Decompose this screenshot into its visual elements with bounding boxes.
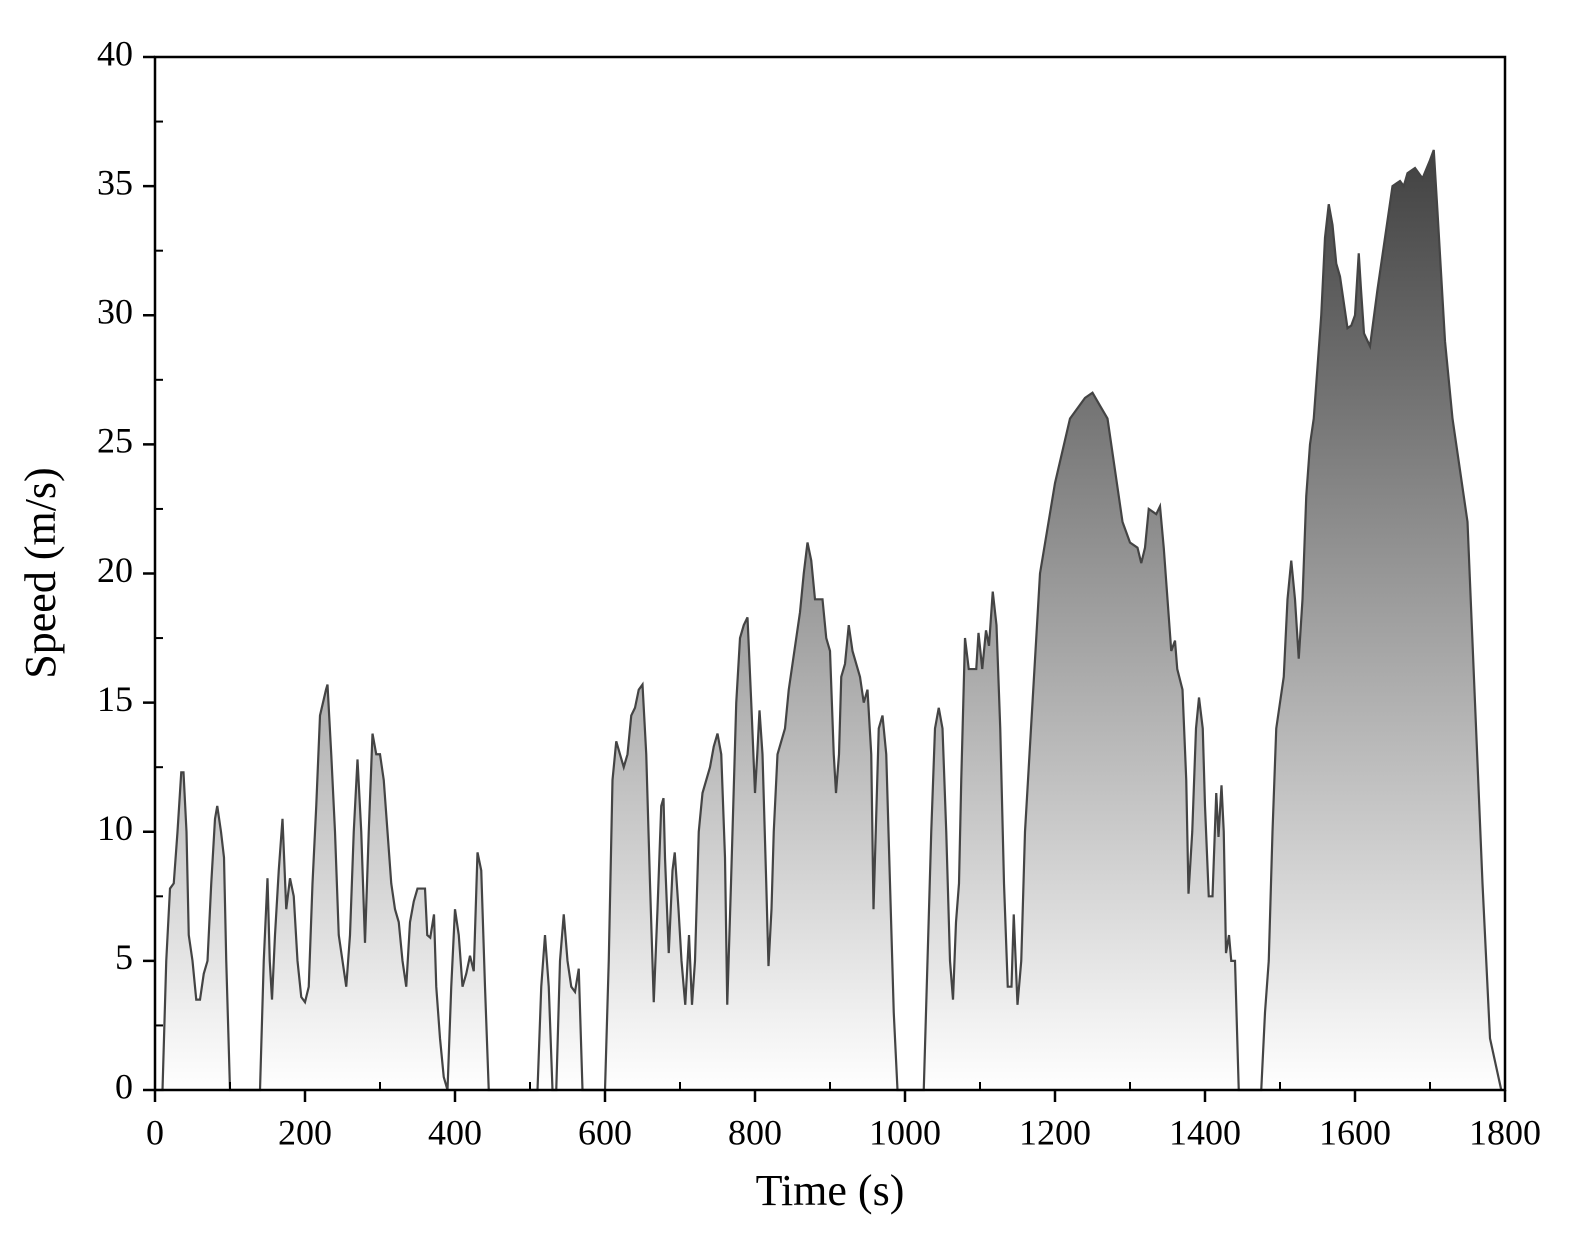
- x-tick-label: 1400: [1169, 1112, 1241, 1152]
- x-tick-label: 1600: [1319, 1112, 1391, 1152]
- y-tick-label: 15: [97, 679, 133, 719]
- x-tick-label: 600: [578, 1112, 632, 1152]
- y-tick-label: 35: [97, 162, 133, 202]
- speed-line: [155, 149, 1503, 1092]
- y-tick-label: 30: [97, 292, 133, 332]
- y-tick-label: 5: [115, 937, 133, 977]
- y-tick-label: 20: [97, 550, 133, 590]
- y-axis-title: Speed (m/s): [16, 467, 65, 678]
- y-tick-label: 25: [97, 421, 133, 461]
- area-fill: [155, 149, 1502, 1091]
- x-tick-label: 1200: [1019, 1112, 1091, 1152]
- x-tick-label: 1000: [869, 1112, 941, 1152]
- y-tick-label: 10: [97, 808, 133, 848]
- y-tick-label: 0: [115, 1066, 133, 1106]
- x-tick-label: 0: [146, 1112, 164, 1152]
- x-tick-label: 1800: [1469, 1112, 1541, 1152]
- y-tick-label: 40: [97, 33, 133, 73]
- x-tick-label: 800: [728, 1112, 782, 1152]
- x-axis-title: Time (s): [756, 1166, 905, 1215]
- x-tick-label: 400: [428, 1112, 482, 1152]
- x-tick-label: 200: [278, 1112, 332, 1152]
